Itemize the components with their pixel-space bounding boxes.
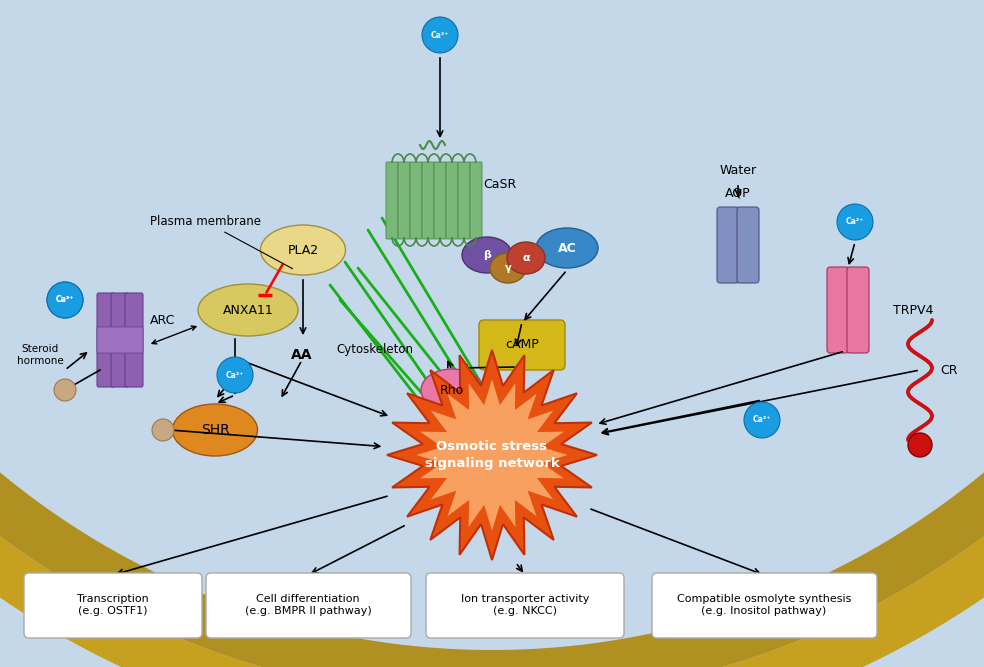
Ellipse shape <box>536 228 598 268</box>
Text: Ca²⁺: Ca²⁺ <box>431 31 449 39</box>
Ellipse shape <box>462 237 512 273</box>
FancyBboxPatch shape <box>434 162 446 239</box>
FancyBboxPatch shape <box>426 573 624 638</box>
FancyBboxPatch shape <box>479 320 565 370</box>
FancyBboxPatch shape <box>470 162 482 239</box>
Text: ANXA11: ANXA11 <box>222 303 274 317</box>
FancyBboxPatch shape <box>827 267 849 353</box>
Text: Osmotic stress
signaling network: Osmotic stress signaling network <box>425 440 559 470</box>
Text: cAMP: cAMP <box>505 338 539 352</box>
Text: Plasma membrane: Plasma membrane <box>150 215 292 269</box>
Text: Water: Water <box>719 163 757 177</box>
Text: Cell differentiation
(e.g. BMPR II pathway): Cell differentiation (e.g. BMPR II pathw… <box>245 594 371 616</box>
Text: CaSR: CaSR <box>483 179 517 191</box>
Text: Steroid
hormone: Steroid hormone <box>17 344 63 366</box>
Text: TRPV4: TRPV4 <box>893 303 934 317</box>
FancyBboxPatch shape <box>446 162 458 239</box>
FancyBboxPatch shape <box>422 162 434 239</box>
Circle shape <box>217 357 253 393</box>
Text: Ca²⁺: Ca²⁺ <box>226 370 244 380</box>
Text: AA: AA <box>291 348 313 362</box>
Text: Ca²⁺: Ca²⁺ <box>56 295 74 305</box>
FancyBboxPatch shape <box>398 162 410 239</box>
Ellipse shape <box>421 369 483 411</box>
Text: Transcription
(e.g. OSTF1): Transcription (e.g. OSTF1) <box>77 594 149 616</box>
Text: AC: AC <box>558 241 577 255</box>
FancyBboxPatch shape <box>111 293 129 387</box>
FancyBboxPatch shape <box>847 267 869 353</box>
Polygon shape <box>416 380 568 531</box>
Text: Cytoskeleton: Cytoskeleton <box>337 344 413 356</box>
FancyBboxPatch shape <box>206 573 411 638</box>
Ellipse shape <box>490 253 526 283</box>
Text: Ca²⁺: Ca²⁺ <box>846 217 864 227</box>
Circle shape <box>54 379 76 401</box>
Text: ARC: ARC <box>150 313 175 327</box>
Ellipse shape <box>198 284 298 336</box>
FancyBboxPatch shape <box>410 162 422 239</box>
Text: β: β <box>483 250 491 260</box>
Circle shape <box>908 433 932 457</box>
Circle shape <box>47 282 83 318</box>
Text: Ion transporter activity
(e.g. NKCC): Ion transporter activity (e.g. NKCC) <box>461 594 589 616</box>
FancyBboxPatch shape <box>737 207 759 283</box>
Circle shape <box>422 17 458 53</box>
Text: Rho: Rho <box>440 384 464 396</box>
FancyBboxPatch shape <box>717 207 739 283</box>
FancyBboxPatch shape <box>386 162 398 239</box>
Circle shape <box>744 402 780 438</box>
FancyBboxPatch shape <box>97 293 115 387</box>
Text: SHR: SHR <box>201 423 229 437</box>
Polygon shape <box>387 350 597 560</box>
Text: Ca²⁺: Ca²⁺ <box>56 295 74 305</box>
Circle shape <box>152 419 174 441</box>
Text: AQP: AQP <box>725 187 751 199</box>
Ellipse shape <box>507 242 545 274</box>
Text: Compatible osmolyte synthesis
(e.g. Inositol pathway): Compatible osmolyte synthesis (e.g. Inos… <box>677 594 851 616</box>
FancyBboxPatch shape <box>24 573 202 638</box>
Ellipse shape <box>172 404 258 456</box>
Ellipse shape <box>261 225 345 275</box>
Text: PLA2: PLA2 <box>287 243 319 257</box>
FancyBboxPatch shape <box>458 162 470 239</box>
Circle shape <box>47 282 83 318</box>
Text: CR: CR <box>940 364 957 376</box>
Text: γ: γ <box>505 263 512 273</box>
FancyBboxPatch shape <box>97 327 143 353</box>
Text: α: α <box>523 253 529 263</box>
FancyBboxPatch shape <box>125 293 143 387</box>
FancyBboxPatch shape <box>652 573 877 638</box>
Circle shape <box>837 204 873 240</box>
Text: Ca²⁺: Ca²⁺ <box>753 416 771 424</box>
